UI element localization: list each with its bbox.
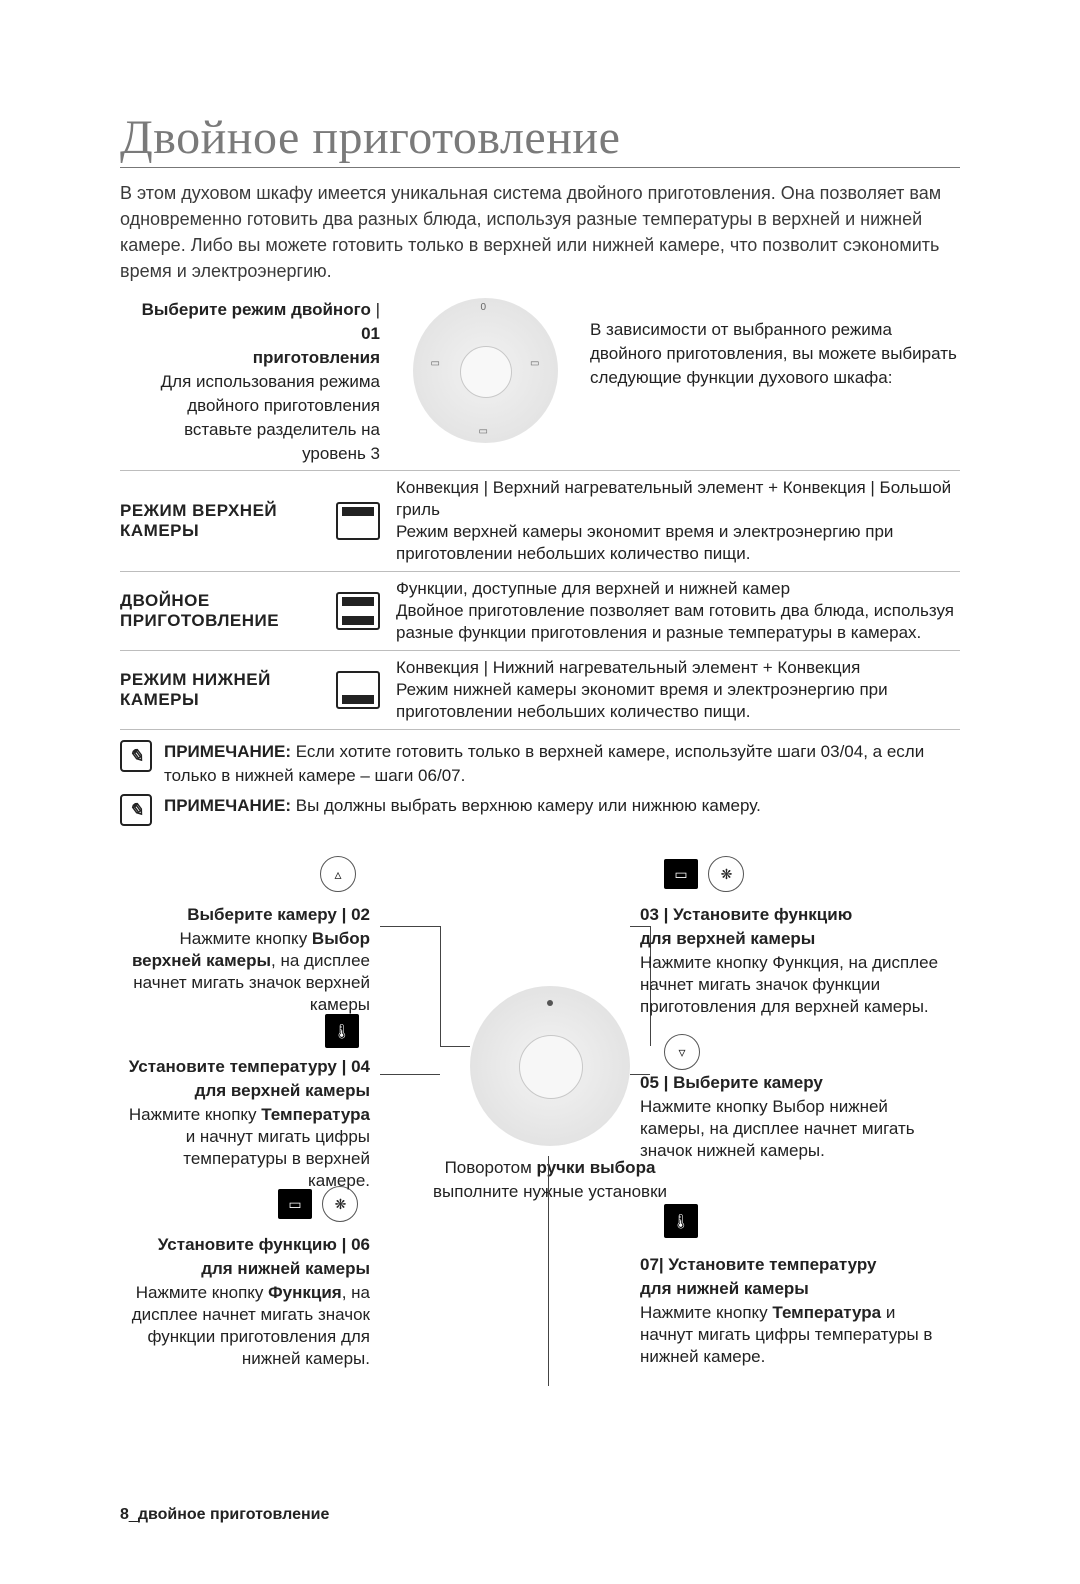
connector-line bbox=[440, 926, 441, 1046]
step-body: Нажмите кнопку bbox=[640, 1303, 772, 1322]
step1-title-bottom: приготовления bbox=[120, 346, 380, 370]
notes: ✎ ПРИМЕЧАНИЕ: Если хотите готовить тольк… bbox=[120, 740, 960, 826]
temperature-icon: 🌡 bbox=[664, 1204, 698, 1238]
intro-paragraph: В этом духовом шкафу имеется уникальная … bbox=[120, 180, 960, 284]
page-title: Двойное приготовление bbox=[120, 110, 960, 165]
footer-section: двойное приготовление bbox=[138, 1506, 330, 1523]
cap-post: выполните нужные установки bbox=[433, 1182, 667, 1201]
mode-desc: Конвекция | Нижний нагревательный элемен… bbox=[396, 657, 960, 723]
step-title: 03 | Установите функцию bbox=[640, 904, 940, 926]
mode-name: РЕЖИМ НИЖНЕЙ КАМЕРЫ bbox=[120, 670, 320, 710]
step-body: Нажмите кнопку bbox=[180, 929, 312, 948]
step-03: 03 | Установите функцию для верхней каме… bbox=[640, 904, 940, 1018]
mode-desc: Функции, доступные для верхней и нижней … bbox=[396, 578, 960, 644]
note-text: Вы должны выбрать верхнюю камеру или ниж… bbox=[296, 796, 761, 815]
dual-chamber-icon bbox=[334, 592, 382, 630]
step-07: 07| Установите температуру для нижней ка… bbox=[640, 1254, 940, 1368]
mode-name: ДВОЙНОЕ ПРИГОТОВЛЕНИЕ bbox=[120, 591, 320, 631]
step-05: 05 | Выберите камеру Нажмите кнопку Выбо… bbox=[640, 1072, 940, 1162]
note: ✎ ПРИМЕЧАНИЕ: Если хотите готовить тольк… bbox=[120, 740, 960, 788]
steps-diagram: Поворотом ручки выбора выполните нужные … bbox=[120, 856, 960, 1476]
step1-number: 01 bbox=[361, 324, 380, 343]
step-body: Нажмите кнопку bbox=[129, 1105, 261, 1124]
step1-body: Для использования режима двойного пригот… bbox=[120, 370, 380, 466]
step-title: 07| Установите температуру bbox=[640, 1254, 940, 1276]
step-subtitle: для верхней камеры bbox=[120, 1080, 370, 1102]
step-subtitle: для нижней камеры bbox=[120, 1258, 370, 1280]
connector-line bbox=[380, 1074, 440, 1075]
upper-chamber-icon bbox=[334, 502, 382, 540]
page-footer: 8_двойное приготовление bbox=[120, 1506, 960, 1524]
mode-row-upper: РЕЖИМ ВЕРХНЕЙ КАМЕРЫ Конвекция | Верхний… bbox=[120, 470, 960, 571]
temperature-icon: 🌡 bbox=[325, 1014, 359, 1048]
mode-dial-figure: 0 ▭ ▭ ▭ bbox=[400, 298, 570, 443]
step-bold: Температура bbox=[261, 1105, 370, 1124]
step-bold: Функция bbox=[268, 1283, 342, 1302]
step-title: Установите температуру | 04 bbox=[120, 1056, 370, 1078]
connector-line bbox=[380, 926, 440, 927]
mode-row-lower: РЕЖИМ НИЖНЕЙ КАМЕРЫ Конвекция | Нижний н… bbox=[120, 650, 960, 730]
manual-page: Двойное приготовление В этом духовом шка… bbox=[0, 0, 1080, 1584]
step-04: Установите температуру | 04 для верхней … bbox=[120, 1056, 370, 1192]
step-06: Установите функцию | 06 для нижней камер… bbox=[120, 1234, 370, 1370]
step-subtitle: для верхней камеры bbox=[640, 928, 940, 950]
step1-text: Выберите режим двойного | 01 приготовлен… bbox=[120, 298, 380, 466]
step-body: Нажмите кнопку bbox=[136, 1283, 268, 1302]
cap-pre: Поворотом bbox=[445, 1158, 537, 1177]
step-subtitle: для нижней камеры bbox=[640, 1278, 940, 1300]
note-label: ПРИМЕЧАНИЕ: bbox=[164, 796, 291, 815]
note-icon: ✎ bbox=[120, 794, 152, 826]
upper-function-icon: ▭ ❋ bbox=[664, 856, 744, 892]
mode-name: РЕЖИМ ВЕРХНЕЙ КАМЕРЫ bbox=[120, 501, 320, 541]
dial-caption: Поворотом ручки выбора выполните нужные … bbox=[430, 1156, 670, 1204]
title-rule bbox=[120, 167, 960, 168]
step-bold: Температура bbox=[772, 1303, 881, 1322]
lower-chamber-icon bbox=[334, 671, 382, 709]
step-title: Установите функцию | 06 bbox=[120, 1234, 370, 1256]
note: ✎ ПРИМЕЧАНИЕ: Вы должны выбрать верхнюю … bbox=[120, 794, 960, 826]
depends-text: В зависимости от выбранного режима двойн… bbox=[590, 298, 960, 390]
mode-row-dual: ДВОЙНОЕ ПРИГОТОВЛЕНИЕ Функции, доступные… bbox=[120, 571, 960, 650]
step-body: Нажмите кнопку Функция, на дисплее начне… bbox=[640, 952, 940, 1018]
mode-desc: Конвекция | Верхний нагревательный элеме… bbox=[396, 477, 960, 565]
upper-select-button-icon: ▵ bbox=[320, 856, 356, 892]
note-label: ПРИМЕЧАНИЕ: bbox=[164, 742, 291, 761]
step1-row: Выберите режим двойного | 01 приготовлен… bbox=[120, 298, 960, 466]
step-02: Выберите камеру | 02 Нажмите кнопку Выбо… bbox=[120, 904, 370, 1016]
cap-bold: ручки выбора bbox=[537, 1158, 656, 1177]
connector-line bbox=[548, 1156, 549, 1386]
note-icon: ✎ bbox=[120, 740, 152, 772]
mode-table: РЕЖИМ ВЕРХНЕЙ КАМЕРЫ Конвекция | Верхний… bbox=[120, 470, 960, 730]
lower-select-button-icon: ▿ bbox=[664, 1034, 700, 1070]
step-body: и начнут мигать цифры температуры в верх… bbox=[183, 1127, 370, 1190]
selector-dial-icon bbox=[470, 986, 630, 1146]
step-body: Нажмите кнопку Выбор нижней камеры, на д… bbox=[640, 1096, 940, 1162]
step1-title-top: Выберите режим двойного bbox=[142, 300, 371, 319]
step-title: Выберите камеру | 02 bbox=[120, 904, 370, 926]
mode-dial-icon: 0 ▭ ▭ ▭ bbox=[413, 298, 558, 443]
connector-line bbox=[440, 1046, 470, 1047]
step-title: 05 | Выберите камеру bbox=[640, 1072, 940, 1094]
footer-page-number: 8 bbox=[120, 1506, 129, 1523]
